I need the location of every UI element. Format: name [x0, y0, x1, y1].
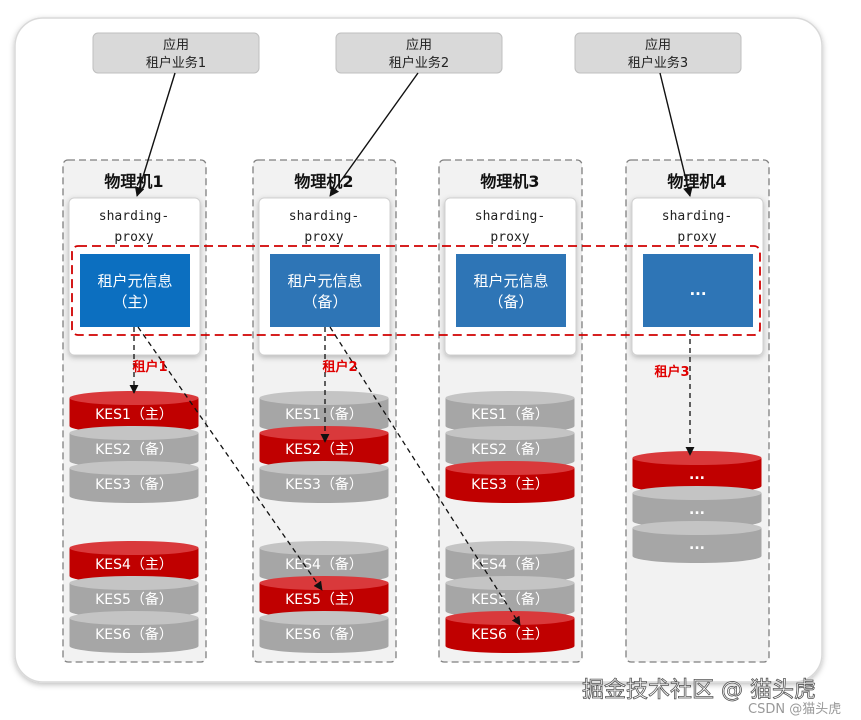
database-cluster: KES4（备） KES5（主） KES6（备） — [259, 541, 389, 654]
database-label: KES6（主） — [471, 627, 549, 643]
meta-label: ... — [689, 281, 706, 299]
request-arrow — [329, 72, 419, 197]
meta-label-line2: （备） — [488, 293, 533, 311]
database-cluster: KES4（备） KES5（备） KES6（主） — [445, 541, 575, 654]
database-label: KES6（备） — [285, 626, 363, 643]
database-label: KES2（备） — [95, 441, 173, 458]
database-node-master: ... — [632, 451, 762, 493]
database-label: KES1（主） — [95, 407, 173, 423]
database-label: KES5（备） — [95, 591, 173, 608]
request-arrow — [659, 72, 693, 197]
machine-title: 物理机1 — [104, 172, 163, 191]
database-node-slave: KES1（备） — [445, 391, 575, 434]
database-label: KES5（备） — [471, 591, 549, 608]
database-label: KES2（备） — [471, 441, 549, 458]
database-label: ... — [689, 502, 705, 518]
proxy-label-line1: sharding- — [475, 209, 545, 224]
app-label-line2: 租户业务3 — [628, 55, 688, 71]
database-node-slave: KES4（备） — [259, 541, 389, 584]
tenant-label: 租户1 — [132, 359, 167, 375]
database-node-master: KES4（主） — [69, 541, 199, 584]
machine-title: 物理机4 — [667, 172, 726, 191]
database-node-slave: KES6（备） — [69, 611, 199, 654]
tenant-route-arrow — [329, 326, 521, 626]
tenant-meta-info-box: 租户元信息 （备） — [456, 254, 566, 327]
physical-machine-4: 物理机4 sharding-proxy............ — [625, 159, 770, 663]
app-label-line1: 应用 — [406, 37, 432, 53]
database-node-master: KES2（主） — [259, 426, 389, 469]
database-node-slave: KES5（备） — [445, 576, 575, 619]
tenant-meta-info-box: 租户元信息 （主） — [80, 254, 190, 327]
meta-label-line1: 租户元信息 — [473, 272, 548, 290]
app-label-line1: 应用 — [645, 37, 671, 53]
database-cluster: KES1（备） KES2（主） KES3（备） — [259, 391, 389, 504]
database-cluster: KES1（备） KES2（备） KES3（主） — [445, 391, 575, 504]
meta-label-line1: 租户元信息 — [97, 272, 172, 290]
tenant-meta-group-outline — [71, 245, 761, 336]
database-cluster: ......... — [632, 451, 762, 563]
machine-title: 物理机3 — [480, 172, 539, 191]
database-node-slave: ... — [632, 521, 762, 563]
database-node-slave: KES6（备） — [259, 611, 389, 654]
database-label: KES3（主） — [471, 477, 549, 493]
database-node-slave: KES5（备） — [69, 576, 199, 619]
database-cluster: KES1（主） KES2（备） KES3（备） — [69, 391, 199, 504]
database-node-slave: KES1（备） — [259, 391, 389, 434]
database-node-slave: KES4（备） — [445, 541, 575, 584]
database-label: ... — [689, 467, 705, 483]
database-label: KES4（备） — [471, 556, 549, 573]
proxy-label-line2: proxy — [677, 230, 716, 245]
database-label: ... — [689, 537, 705, 553]
meta-label-line2: （主） — [112, 293, 157, 311]
proxy-label-line2: proxy — [490, 230, 529, 245]
proxy-label-line1: sharding- — [99, 209, 169, 224]
database-node-slave: KES2（备） — [69, 426, 199, 469]
proxy-label-line1: sharding- — [662, 209, 732, 224]
database-label: KES6（备） — [95, 626, 173, 643]
watermark: 掘金技术社区 @ 猫头虎 — [582, 678, 816, 703]
physical-machine-2: 物理机2sharding-proxy租户元信息（备）KES1（备）KES2（主）… — [252, 159, 397, 663]
proxy-label-line2: proxy — [114, 230, 153, 245]
database-label: KES4（备） — [285, 556, 363, 573]
database-node-slave: KES3（备） — [69, 461, 199, 504]
database-node-master: KES6（主） — [445, 611, 575, 654]
database-label: KES2（主） — [285, 442, 363, 458]
credit-text: CSDN @猫头虎 — [748, 702, 841, 717]
database-node-master: KES3（主） — [445, 461, 575, 504]
app-label-line2: 租户业务2 — [389, 55, 449, 71]
tenant-label: 租户2 — [322, 359, 357, 375]
proxy-label-line1: sharding- — [289, 209, 359, 224]
database-label: KES1（备） — [471, 406, 549, 423]
database-node-master: KES5（主） — [259, 576, 389, 619]
tenant-meta-info-box: ... — [643, 254, 753, 327]
database-label: KES4（主） — [95, 557, 173, 573]
tenant-meta-info-box: 租户元信息 （备） — [270, 254, 380, 327]
outer-frame — [14, 17, 823, 683]
app-label-line2: 租户业务1 — [146, 55, 206, 71]
proxy-label-line2: proxy — [304, 230, 343, 245]
database-label: KES3（备） — [95, 476, 173, 493]
database-label: KES3（备） — [285, 476, 363, 493]
database-label: KES1（备） — [285, 406, 363, 423]
database-node-master: KES1（主） — [69, 391, 199, 434]
meta-label-line2: （备） — [302, 293, 347, 311]
tenant-label: 租户3 — [654, 364, 689, 380]
database-cluster: KES4（主） KES5（备） KES6（备） — [69, 541, 199, 654]
database-node-slave: KES2（备） — [445, 426, 575, 469]
app-label-line1: 应用 — [163, 37, 189, 53]
database-node-slave: ... — [632, 486, 762, 528]
database-label: KES5（主） — [285, 592, 363, 608]
physical-machine-3: 物理机3 sharding-proxy 租户元信息 （备） KES1（备） KES2（备）… — [438, 159, 583, 663]
request-arrow — [134, 72, 176, 197]
physical-machine-1: 物理机1 sharding-proxy 租户元信息 （主） KES1（主） KES2（备）… — [62, 159, 207, 663]
meta-label-line1: 租户元信息 — [287, 272, 362, 290]
database-node-slave: KES3（备） — [259, 461, 389, 504]
